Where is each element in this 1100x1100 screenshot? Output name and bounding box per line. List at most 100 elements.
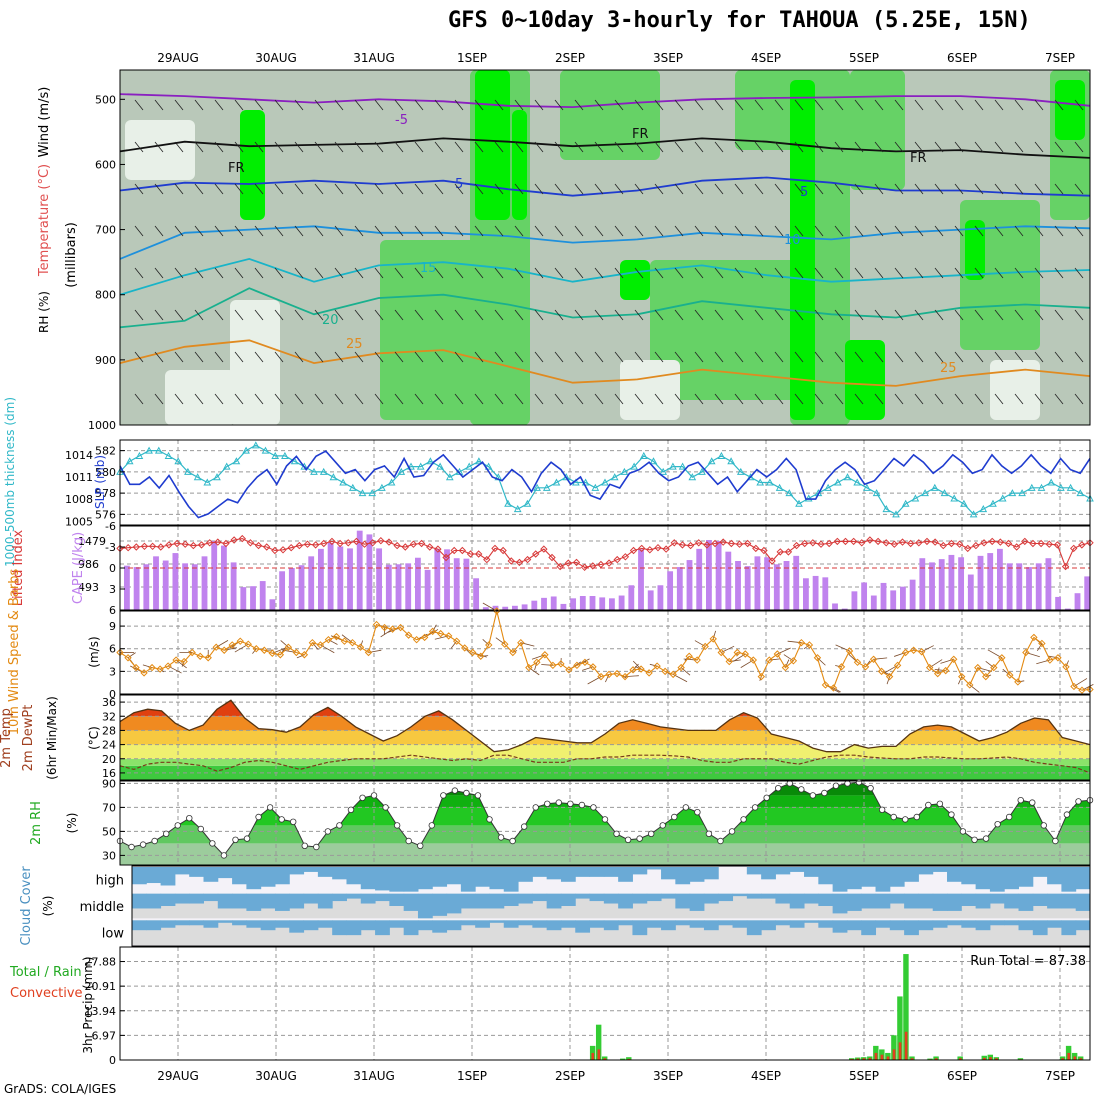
- wind-barb: [654, 225, 664, 237]
- wind-barb: [534, 267, 544, 279]
- wind-barb: [714, 267, 724, 279]
- wind-speed-marker: [837, 663, 846, 671]
- wind-barb: [514, 393, 524, 405]
- wind-barb: [394, 183, 404, 195]
- thickness-marker: [174, 457, 183, 465]
- cloud-cell: [761, 893, 776, 899]
- contour-label: 25: [346, 337, 363, 352]
- thickness-marker: [242, 446, 250, 454]
- top-date-label: 29AUG: [157, 51, 199, 65]
- wind-barb: [534, 662, 538, 671]
- wind-barb: [874, 141, 884, 153]
- thickness-marker: [1066, 483, 1075, 491]
- thickness-marker: [184, 467, 192, 475]
- rh-marker: [1005, 813, 1013, 821]
- cape-bar: [376, 548, 383, 610]
- rh-area: [850, 70, 905, 190]
- top-date-label: 6SEP: [947, 51, 977, 65]
- cloud-cell: [632, 867, 648, 875]
- cape-bar: [124, 565, 130, 610]
- thickness-marker: [717, 451, 726, 459]
- wind-barb: [334, 99, 344, 111]
- wind-barb: [634, 141, 644, 153]
- wind-speed-marker: [452, 637, 461, 645]
- cloud-cell: [489, 920, 505, 923]
- cloud-cell: [975, 867, 991, 890]
- wind-barb: [394, 393, 404, 405]
- axis-label-cloud: Cloud Cover: [19, 866, 34, 946]
- cloud-cell: [646, 920, 662, 928]
- wind-speed-marker: [781, 663, 790, 672]
- isotherm-line: [119, 93, 1091, 109]
- cape-bar: [133, 567, 140, 610]
- cloud-cell: [518, 893, 533, 904]
- rh-marker: [590, 804, 597, 811]
- wind-barb: [1036, 643, 1043, 652]
- cloud-cell: [1075, 893, 1091, 911]
- cloud-cell: [475, 867, 490, 887]
- rh-band: [120, 795, 1090, 808]
- cloud-cell: [1061, 867, 1077, 892]
- rh-marker: [243, 835, 251, 842]
- wind-barb: [874, 267, 884, 279]
- contour-label: 15: [420, 261, 437, 276]
- wind-barb: [1014, 225, 1024, 237]
- wind-barb: [894, 267, 904, 279]
- cloud-cell: [260, 920, 276, 931]
- chart-title: GFS 0~10day 3-hourly for TAHOUA (5.25E, …: [448, 8, 1031, 33]
- cape-bar: [444, 549, 450, 610]
- lifted-index-marker: [540, 545, 548, 553]
- cloud-cell: [675, 920, 691, 926]
- cloud-cell: [203, 920, 219, 928]
- thickness-marker: [1037, 483, 1046, 491]
- wind-barb: [694, 267, 704, 279]
- wind-speed-marker: [613, 669, 621, 678]
- wind-speed-marker: [901, 648, 910, 657]
- wind-speed-marker: [292, 648, 301, 657]
- cape-bar: [337, 546, 344, 610]
- lifted-index-marker: [792, 541, 801, 550]
- cloud-cell: [532, 920, 548, 928]
- wind-barb: [794, 351, 804, 363]
- cape-bar: [1074, 593, 1081, 610]
- thickness-marker: [203, 478, 212, 486]
- wind-barb: [954, 393, 964, 405]
- lifted-index-marker: [214, 538, 222, 546]
- cape-bar: [318, 548, 324, 610]
- wind-barb: [214, 393, 224, 405]
- wind-barb: [554, 267, 564, 279]
- cloud-cell: [1075, 867, 1091, 890]
- cape-bar: [647, 590, 654, 610]
- bottom-date-label: 7SEP: [1045, 1069, 1075, 1083]
- cape-tick: 493: [78, 581, 99, 594]
- wind-barb: [394, 225, 404, 237]
- precip-convective-bar: [904, 1031, 908, 1060]
- wind-barb: [194, 183, 204, 195]
- lifted-index-marker: [654, 543, 662, 552]
- wind-barb: [594, 267, 604, 279]
- cloud-cell: [274, 867, 290, 885]
- cape-bar: [841, 608, 848, 610]
- wind-speed-marker: [300, 651, 309, 659]
- wind-speed-marker: [813, 654, 822, 662]
- temp-band: [120, 758, 1090, 766]
- cape-bar: [715, 540, 722, 610]
- wind-speed-marker: [1022, 648, 1030, 657]
- cloud-cell: [289, 867, 305, 875]
- cloud-cell: [203, 867, 219, 882]
- cloud-cell: [846, 893, 862, 911]
- cloud-cell: [403, 893, 419, 911]
- rh-marker: [855, 779, 863, 786]
- wind-barb: [1054, 309, 1064, 321]
- cloud-cell: [146, 867, 162, 884]
- pressure-tick: 700: [95, 224, 116, 237]
- wind-barb: [934, 309, 944, 321]
- wind-speed-marker: [974, 663, 982, 672]
- cloud-cell: [703, 920, 719, 931]
- wind-barb: [274, 183, 284, 195]
- lifted-tick: 0: [109, 562, 116, 575]
- rh-marker: [982, 835, 990, 842]
- precip-convective-bar: [880, 1054, 884, 1060]
- wind-barb: [194, 309, 204, 321]
